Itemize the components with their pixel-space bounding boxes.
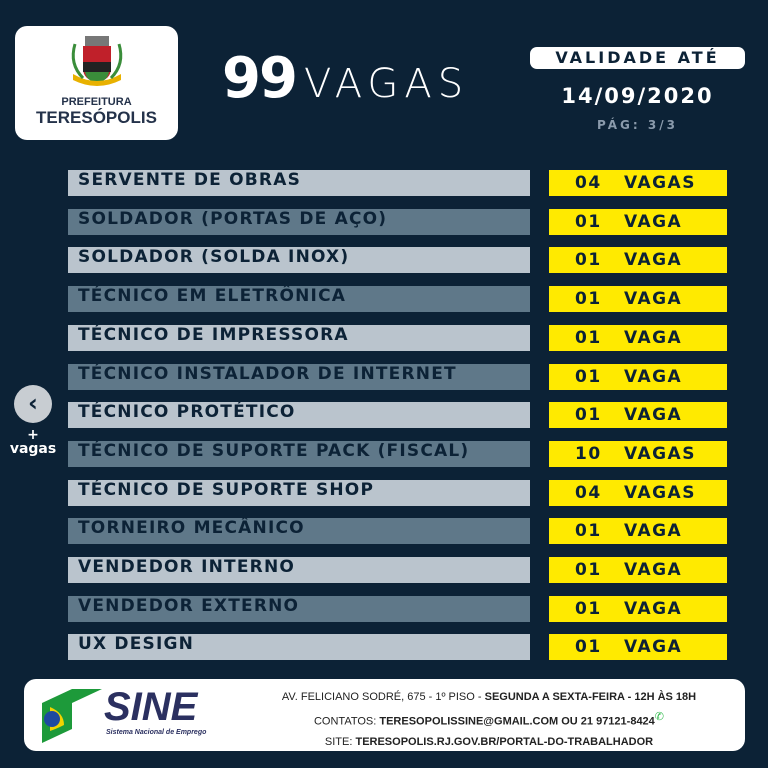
job-vacancies: 01 VAGA (549, 595, 727, 622)
vacancy-qty: 01 (575, 289, 602, 310)
vacancy-unit: VAGA (623, 560, 683, 580)
address: AV. FELICIANO SODRÉ, 675 - 1º PISO - (281, 691, 485, 703)
job-vacancies: 01 VAGA (549, 518, 727, 545)
prefeitura-logo: PREFEITURA TERESÓPOLIS (15, 26, 178, 140)
coat-of-arms-icon (71, 36, 122, 86)
vacancy-qty: 01 (575, 521, 602, 542)
job-vacancies: 01 VAGA (549, 247, 727, 274)
vacancy-qty: 01 (575, 211, 602, 232)
sine-flag-icon (42, 689, 102, 743)
headline: 99 VAGAS (222, 46, 469, 111)
vacancy-qty: 01 (575, 405, 602, 426)
more-label: vagas (9, 441, 57, 457)
job-vacancies: 04 VAGAS (549, 170, 727, 196)
vacancy-unit: VAGA (623, 521, 683, 542)
job-title: TÉCNICO DE SUPORTE PACK (FISCAL) (68, 440, 530, 467)
job-row: TÉCNICO DE SUPORTE SHOP 04 VAGAS (68, 479, 728, 506)
vacancy-qty: 01 (575, 366, 602, 387)
contacts-label: CONTATOS: (313, 715, 380, 728)
site-label: SITE: (324, 735, 356, 748)
chevron-left-icon: ‹ (28, 389, 38, 417)
vacancy-qty: 01 (575, 327, 602, 348)
validity-badge: VALIDADE ATÉ (530, 47, 745, 69)
vacancy-qty: 01 (575, 560, 602, 580)
site-link[interactable]: TERESOPOLIS.RJ.GOV.BR/PORTAL-DO-TRABALHA… (355, 735, 654, 748)
job-vacancies: 01 VAGA (549, 557, 727, 583)
more-plus: + (27, 427, 39, 443)
contacts[interactable]: TERESOPOLISSINE@GMAIL.COM OU 21 97121-84… (379, 715, 655, 728)
sine-brand: SINE (104, 685, 198, 729)
logo-line1: PREFEITURA (61, 96, 132, 108)
job-row: SOLDADOR (SOLDA INOX) 01 VAGA (68, 247, 728, 274)
more-vacancies-link[interactable]: + vagas (0, 428, 66, 456)
job-title: UX DESIGN (68, 634, 530, 661)
vacancy-unit: VAGAS (623, 173, 696, 193)
validity-date: 14/09/2020 (561, 84, 714, 108)
job-title: TÉCNICO INSTALADOR DE INTERNET (68, 363, 530, 390)
job-title: TÉCNICO DE SUPORTE SHOP (68, 479, 530, 506)
job-title: VENDEDOR EXTERNO (68, 595, 530, 622)
vacancy-unit: VAGA (623, 211, 683, 232)
job-vacancies: 01 VAGA (549, 402, 727, 429)
vacancy-unit: VAGA (623, 289, 683, 310)
job-row: TÉCNICO DE IMPRESSORA 01 VAGA (68, 324, 728, 351)
vacancy-unit: VAGA (623, 250, 683, 271)
job-vacancies: 01 VAGA (549, 324, 727, 351)
job-vacancies: 10 VAGAS (549, 440, 727, 467)
job-row: VENDEDOR INTERNO 01 VAGA (68, 557, 728, 583)
job-row: TORNEIRO MECÂNICO 01 VAGA (68, 518, 728, 545)
vacancy-qty: 10 (575, 443, 602, 464)
job-vacancies: 01 VAGA (549, 634, 727, 661)
job-title: SOLDADOR (SOLDA INOX) (68, 247, 530, 274)
vacancy-count: 99 (222, 46, 298, 111)
job-row: TÉCNICO EM ELETRÔNICA 01 VAGA (68, 286, 728, 313)
whatsapp-icon: ✆ (654, 711, 665, 723)
vacancy-unit: VAGAS (623, 443, 696, 464)
hours: SEGUNDA A SEXTA-FEIRA - 12H ÀS 18H (484, 691, 697, 703)
job-vacancies: 01 VAGA (549, 286, 727, 313)
job-title: SERVENTE DE OBRAS (68, 170, 530, 196)
job-title: TORNEIRO MECÂNICO (68, 518, 530, 545)
vacancy-qty: 04 (575, 173, 602, 193)
footer-banner: SINE Sistema Nacional de Emprego AV. FEL… (24, 679, 745, 751)
job-vacancies: 01 VAGA (549, 363, 727, 390)
job-row: SERVENTE DE OBRAS 04 VAGAS (68, 170, 728, 196)
vacancy-unit: VAGA (623, 598, 683, 619)
job-title: SOLDADOR (PORTAS DE AÇO) (68, 208, 530, 235)
job-vacancies: 01 VAGA (549, 208, 727, 235)
job-title: TÉCNICO EM ELETRÔNICA (68, 286, 530, 313)
logo-line2: TERESÓPOLIS (36, 108, 157, 127)
job-title: VENDEDOR INTERNO (68, 557, 530, 583)
job-row: UX DESIGN 01 VAGA (68, 634, 728, 661)
job-row: TÉCNICO DE SUPORTE PACK (FISCAL) 10 VAGAS (68, 440, 728, 467)
vacancy-qty: 01 (575, 637, 602, 658)
vacancy-unit: VAGA (623, 405, 683, 426)
vacancy-qty: 04 (575, 482, 602, 503)
vacancy-label: VAGAS (303, 61, 470, 107)
vacancy-unit: VAGA (623, 327, 683, 348)
vacancy-unit: VAGAS (623, 482, 696, 503)
contact-info: AV. FELICIANO SODRÉ, 675 - 1º PISO - SEG… (244, 687, 734, 752)
job-row: SOLDADOR (PORTAS DE AÇO) 01 VAGA (68, 208, 728, 235)
job-vacancies: 04 VAGAS (549, 479, 727, 506)
vacancy-unit: VAGA (623, 637, 683, 658)
sine-logo: SINE Sistema Nacional de Emprego (42, 685, 232, 743)
job-title: TÉCNICO PROTÉTICO (68, 402, 530, 429)
job-row: TÉCNICO INSTALADOR DE INTERNET 01 VAGA (68, 363, 728, 390)
page-indicator: PÁG: 3/3 (597, 118, 678, 132)
job-row: TÉCNICO PROTÉTICO 01 VAGA (68, 402, 728, 429)
previous-page-button[interactable]: ‹ (14, 385, 52, 423)
vacancy-qty: 01 (575, 250, 602, 271)
sine-subtitle: Sistema Nacional de Emprego (106, 729, 207, 736)
vacancy-qty: 01 (575, 598, 602, 619)
job-row: VENDEDOR EXTERNO 01 VAGA (68, 595, 728, 622)
job-title: TÉCNICO DE IMPRESSORA (68, 324, 530, 351)
vacancy-unit: VAGA (623, 366, 683, 387)
